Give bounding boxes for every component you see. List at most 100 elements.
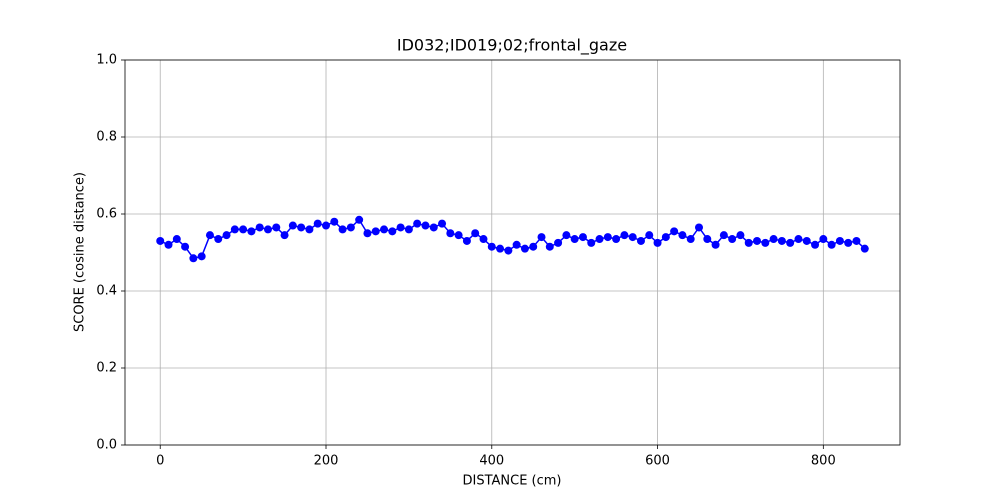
data-point — [520, 244, 529, 253]
data-point — [645, 231, 654, 240]
data-point — [164, 240, 173, 249]
data-point — [438, 219, 447, 228]
chart-title: ID032;ID019;02;frontal_gaze — [397, 36, 627, 56]
data-point — [612, 235, 621, 244]
data-point — [811, 240, 820, 249]
data-point — [769, 235, 778, 244]
data-point — [537, 233, 546, 242]
data-point — [620, 231, 629, 240]
data-point — [578, 233, 587, 242]
data-point — [835, 236, 844, 245]
data-point — [661, 233, 670, 242]
data-point — [272, 223, 281, 232]
y-axis-label: SCORE (cosine distance) — [73, 172, 88, 332]
data-point — [172, 235, 181, 244]
data-point — [711, 240, 720, 249]
data-point — [421, 221, 430, 230]
data-point — [446, 229, 455, 238]
data-point — [628, 233, 637, 242]
data-point — [263, 225, 272, 234]
data-point — [363, 229, 372, 238]
data-point — [653, 238, 662, 247]
data-point — [214, 235, 223, 244]
data-point — [230, 225, 239, 234]
data-point — [462, 236, 471, 245]
data-point — [222, 231, 231, 240]
data-point — [595, 235, 604, 244]
data-point — [404, 225, 413, 234]
data-point — [761, 238, 770, 247]
data-point — [636, 236, 645, 245]
data-point — [512, 240, 521, 249]
data-point — [753, 236, 762, 245]
data-point — [297, 223, 306, 232]
data-point — [413, 219, 422, 228]
data-point — [313, 219, 322, 228]
data-point — [860, 244, 869, 253]
data-point — [305, 225, 314, 234]
data-point — [844, 238, 853, 247]
data-point — [239, 225, 248, 234]
data-point — [189, 254, 198, 263]
data-point — [197, 252, 206, 261]
data-point — [156, 236, 165, 245]
data-point — [388, 227, 397, 236]
x-tick-label: 0 — [156, 454, 164, 469]
y-tick-label: 0.4 — [96, 284, 117, 299]
data-point — [454, 231, 463, 240]
data-point — [603, 233, 612, 242]
data-point — [827, 240, 836, 249]
data-point — [794, 235, 803, 244]
x-axis-label: DISTANCE (cm) — [462, 474, 561, 489]
data-point — [380, 225, 389, 234]
data-point — [777, 236, 786, 245]
data-point — [479, 235, 488, 244]
data-point — [703, 235, 712, 244]
data-point — [280, 231, 289, 240]
y-tick-label: 1.0 — [96, 53, 117, 68]
x-tick-label: 400 — [479, 454, 504, 469]
data-point — [819, 235, 828, 244]
data-point — [678, 231, 687, 240]
data-point — [181, 242, 190, 251]
data-point — [288, 221, 297, 230]
x-tick-label: 600 — [645, 454, 670, 469]
data-point — [728, 235, 737, 244]
plot-frame — [124, 59, 901, 446]
x-tick-label: 200 — [314, 454, 339, 469]
data-point — [471, 229, 480, 238]
data-point — [322, 221, 331, 230]
data-point — [719, 231, 728, 240]
data-point — [529, 242, 538, 251]
y-tick-label: 0.6 — [96, 207, 117, 222]
data-point — [554, 238, 563, 247]
data-point — [670, 227, 679, 236]
data-point — [744, 238, 753, 247]
data-point — [205, 231, 214, 240]
data-point — [786, 238, 795, 247]
data-point — [355, 215, 364, 224]
data-point — [852, 236, 861, 245]
data-point — [802, 236, 811, 245]
data-point — [562, 231, 571, 240]
data-point — [504, 246, 513, 255]
data-point — [346, 223, 355, 232]
data-point — [545, 242, 554, 251]
x-tick-label: 800 — [811, 454, 836, 469]
y-tick-label: 0.2 — [96, 361, 117, 376]
data-point — [247, 227, 256, 236]
data-point — [736, 231, 745, 240]
y-tick-label: 0.8 — [96, 130, 117, 145]
data-point — [330, 217, 339, 226]
data-point — [371, 227, 380, 236]
data-point — [338, 225, 347, 234]
data-point — [396, 223, 405, 232]
data-point — [694, 223, 703, 232]
y-tick-label: 0.0 — [96, 438, 117, 453]
data-point — [487, 242, 496, 251]
data-point — [255, 223, 264, 232]
data-point — [570, 235, 579, 244]
data-point — [686, 235, 695, 244]
data-point — [429, 223, 438, 232]
